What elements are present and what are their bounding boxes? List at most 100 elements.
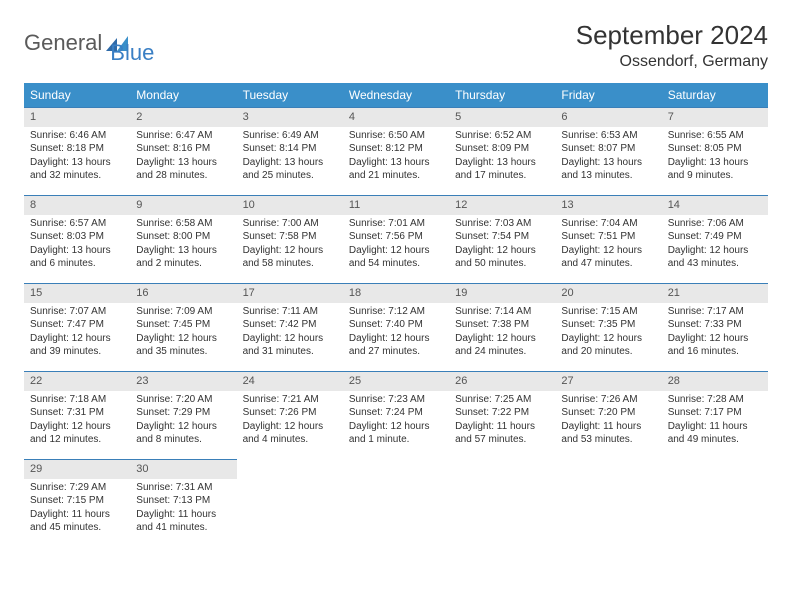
day-sunset: Sunset: 7:51 PM: [561, 230, 655, 244]
day-sunrise: Sunrise: 6:57 AM: [30, 217, 124, 231]
day-sunrise: Sunrise: 7:23 AM: [349, 393, 443, 407]
day-details: Sunrise: 7:11 AMSunset: 7:42 PMDaylight:…: [237, 303, 343, 363]
calendar-day-cell: 6Sunrise: 6:53 AMSunset: 8:07 PMDaylight…: [555, 107, 661, 195]
day-details: Sunrise: 7:09 AMSunset: 7:45 PMDaylight:…: [130, 303, 236, 363]
day-number: 22: [24, 371, 130, 391]
day-number: 16: [130, 283, 236, 303]
day-number: 25: [343, 371, 449, 391]
weekday-header: Sunday: [24, 83, 130, 107]
logo: General Blue: [24, 20, 154, 66]
day-daylight: Daylight: 11 hours and 57 minutes.: [455, 420, 549, 447]
weekday-header: Tuesday: [237, 83, 343, 107]
day-number: 23: [130, 371, 236, 391]
day-daylight: Daylight: 13 hours and 32 minutes.: [30, 156, 124, 183]
day-number: 21: [662, 283, 768, 303]
day-sunrise: Sunrise: 7:01 AM: [349, 217, 443, 231]
day-sunset: Sunset: 8:09 PM: [455, 142, 549, 156]
day-number: 26: [449, 371, 555, 391]
day-sunset: Sunset: 7:38 PM: [455, 318, 549, 332]
location: Ossendorf, Germany: [576, 53, 768, 71]
day-daylight: Daylight: 12 hours and 12 minutes.: [30, 420, 124, 447]
day-daylight: Daylight: 12 hours and 16 minutes.: [668, 332, 762, 359]
weekday-header: Saturday: [662, 83, 768, 107]
day-sunset: Sunset: 7:24 PM: [349, 406, 443, 420]
calendar-day-cell: [343, 459, 449, 547]
day-details: Sunrise: 7:06 AMSunset: 7:49 PMDaylight:…: [662, 215, 768, 275]
day-sunset: Sunset: 7:58 PM: [243, 230, 337, 244]
day-details: Sunrise: 6:53 AMSunset: 8:07 PMDaylight:…: [555, 127, 661, 187]
day-sunset: Sunset: 7:33 PM: [668, 318, 762, 332]
day-details: Sunrise: 6:46 AMSunset: 8:18 PMDaylight:…: [24, 127, 130, 187]
day-number: 15: [24, 283, 130, 303]
day-sunset: Sunset: 8:16 PM: [136, 142, 230, 156]
calendar-day-cell: 3Sunrise: 6:49 AMSunset: 8:14 PMDaylight…: [237, 107, 343, 195]
day-sunrise: Sunrise: 7:29 AM: [30, 481, 124, 495]
day-details: Sunrise: 7:04 AMSunset: 7:51 PMDaylight:…: [555, 215, 661, 275]
calendar-day-cell: 1Sunrise: 6:46 AMSunset: 8:18 PMDaylight…: [24, 107, 130, 195]
calendar-day-cell: 17Sunrise: 7:11 AMSunset: 7:42 PMDayligh…: [237, 283, 343, 371]
day-details: Sunrise: 7:17 AMSunset: 7:33 PMDaylight:…: [662, 303, 768, 363]
day-sunset: Sunset: 7:13 PM: [136, 494, 230, 508]
day-daylight: Daylight: 13 hours and 13 minutes.: [561, 156, 655, 183]
day-details: Sunrise: 6:50 AMSunset: 8:12 PMDaylight:…: [343, 127, 449, 187]
day-daylight: Daylight: 11 hours and 41 minutes.: [136, 508, 230, 535]
day-number: 27: [555, 371, 661, 391]
calendar-day-cell: 27Sunrise: 7:26 AMSunset: 7:20 PMDayligh…: [555, 371, 661, 459]
day-daylight: Daylight: 12 hours and 58 minutes.: [243, 244, 337, 271]
day-sunrise: Sunrise: 7:00 AM: [243, 217, 337, 231]
calendar-week-row: 22Sunrise: 7:18 AMSunset: 7:31 PMDayligh…: [24, 371, 768, 459]
calendar-table: Sunday Monday Tuesday Wednesday Thursday…: [24, 83, 768, 547]
day-daylight: Daylight: 13 hours and 2 minutes.: [136, 244, 230, 271]
day-sunrise: Sunrise: 7:31 AM: [136, 481, 230, 495]
weekday-header: Wednesday: [343, 83, 449, 107]
calendar-day-cell: 20Sunrise: 7:15 AMSunset: 7:35 PMDayligh…: [555, 283, 661, 371]
day-sunrise: Sunrise: 6:53 AM: [561, 129, 655, 143]
day-details: Sunrise: 7:29 AMSunset: 7:15 PMDaylight:…: [24, 479, 130, 539]
day-daylight: Daylight: 11 hours and 53 minutes.: [561, 420, 655, 447]
day-number: 1: [24, 107, 130, 127]
day-sunrise: Sunrise: 7:26 AM: [561, 393, 655, 407]
day-sunset: Sunset: 7:29 PM: [136, 406, 230, 420]
day-details: Sunrise: 7:03 AMSunset: 7:54 PMDaylight:…: [449, 215, 555, 275]
title-block: September 2024 Ossendorf, Germany: [576, 20, 768, 71]
day-number: 18: [343, 283, 449, 303]
calendar-day-cell: 29Sunrise: 7:29 AMSunset: 7:15 PMDayligh…: [24, 459, 130, 547]
day-sunrise: Sunrise: 7:07 AM: [30, 305, 124, 319]
day-daylight: Daylight: 12 hours and 54 minutes.: [349, 244, 443, 271]
day-sunset: Sunset: 7:26 PM: [243, 406, 337, 420]
weekday-header: Friday: [555, 83, 661, 107]
calendar-day-cell: 25Sunrise: 7:23 AMSunset: 7:24 PMDayligh…: [343, 371, 449, 459]
day-sunset: Sunset: 7:15 PM: [30, 494, 124, 508]
calendar-day-cell: 14Sunrise: 7:06 AMSunset: 7:49 PMDayligh…: [662, 195, 768, 283]
calendar-day-cell: 10Sunrise: 7:00 AMSunset: 7:58 PMDayligh…: [237, 195, 343, 283]
day-daylight: Daylight: 11 hours and 45 minutes.: [30, 508, 124, 535]
calendar-day-cell: 9Sunrise: 6:58 AMSunset: 8:00 PMDaylight…: [130, 195, 236, 283]
calendar-week-row: 8Sunrise: 6:57 AMSunset: 8:03 PMDaylight…: [24, 195, 768, 283]
weekday-header-row: Sunday Monday Tuesday Wednesday Thursday…: [24, 83, 768, 107]
day-sunrise: Sunrise: 6:58 AM: [136, 217, 230, 231]
day-sunrise: Sunrise: 7:04 AM: [561, 217, 655, 231]
logo-text-general: General: [24, 30, 102, 56]
day-sunrise: Sunrise: 6:52 AM: [455, 129, 549, 143]
day-sunset: Sunset: 7:35 PM: [561, 318, 655, 332]
day-sunrise: Sunrise: 7:03 AM: [455, 217, 549, 231]
day-sunset: Sunset: 7:17 PM: [668, 406, 762, 420]
weekday-header: Monday: [130, 83, 236, 107]
day-number: 12: [449, 195, 555, 215]
day-details: Sunrise: 7:28 AMSunset: 7:17 PMDaylight:…: [662, 391, 768, 451]
day-daylight: Daylight: 13 hours and 6 minutes.: [30, 244, 124, 271]
day-details: Sunrise: 6:49 AMSunset: 8:14 PMDaylight:…: [237, 127, 343, 187]
calendar-week-row: 29Sunrise: 7:29 AMSunset: 7:15 PMDayligh…: [24, 459, 768, 547]
calendar-day-cell: 4Sunrise: 6:50 AMSunset: 8:12 PMDaylight…: [343, 107, 449, 195]
calendar-day-cell: 22Sunrise: 7:18 AMSunset: 7:31 PMDayligh…: [24, 371, 130, 459]
day-details: Sunrise: 7:26 AMSunset: 7:20 PMDaylight:…: [555, 391, 661, 451]
day-sunrise: Sunrise: 6:55 AM: [668, 129, 762, 143]
calendar-day-cell: 23Sunrise: 7:20 AMSunset: 7:29 PMDayligh…: [130, 371, 236, 459]
calendar-week-row: 1Sunrise: 6:46 AMSunset: 8:18 PMDaylight…: [24, 107, 768, 195]
day-sunrise: Sunrise: 7:15 AM: [561, 305, 655, 319]
day-daylight: Daylight: 13 hours and 25 minutes.: [243, 156, 337, 183]
day-sunset: Sunset: 7:45 PM: [136, 318, 230, 332]
day-daylight: Daylight: 12 hours and 27 minutes.: [349, 332, 443, 359]
calendar-day-cell: 24Sunrise: 7:21 AMSunset: 7:26 PMDayligh…: [237, 371, 343, 459]
calendar-day-cell: 15Sunrise: 7:07 AMSunset: 7:47 PMDayligh…: [24, 283, 130, 371]
